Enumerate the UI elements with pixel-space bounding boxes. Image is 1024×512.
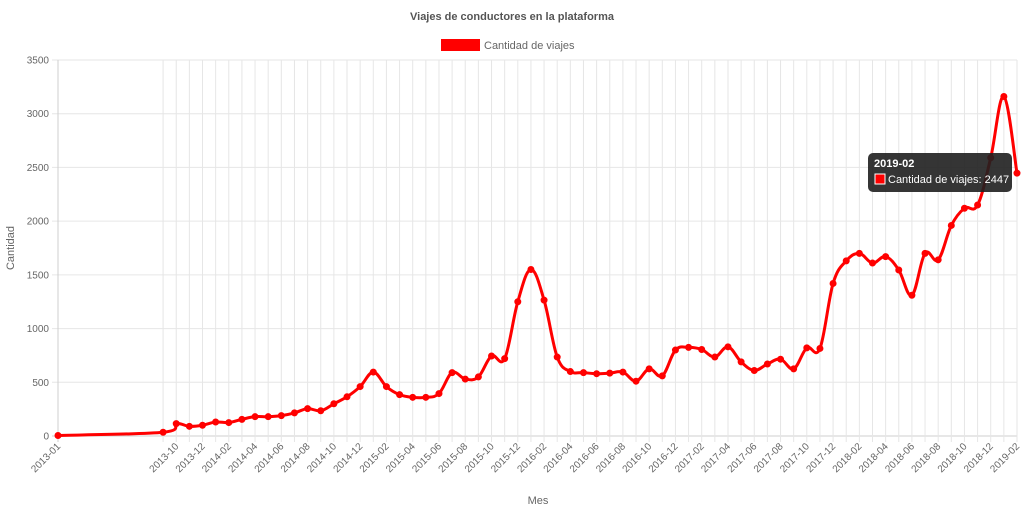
x-axis-title: Mes bbox=[528, 495, 549, 507]
data-points bbox=[54, 93, 1021, 439]
data-point[interactable] bbox=[264, 413, 272, 421]
data-point[interactable] bbox=[356, 383, 364, 391]
data-point[interactable] bbox=[750, 366, 758, 374]
data-point[interactable] bbox=[448, 369, 456, 377]
data-point[interactable] bbox=[317, 407, 325, 415]
data-point[interactable] bbox=[290, 409, 298, 417]
data-point[interactable] bbox=[488, 352, 496, 360]
tooltip-label: Cantidad de viajes: 2447 bbox=[888, 174, 1009, 186]
tooltip: 2019-02 Cantidad de viajes: 2447 bbox=[868, 153, 1012, 192]
y-tick-label: 2500 bbox=[27, 163, 50, 174]
data-point[interactable] bbox=[330, 400, 338, 408]
y-tick-label: 1000 bbox=[27, 324, 50, 335]
data-point[interactable] bbox=[422, 393, 430, 401]
chart-title: Viajes de conductores en la plataforma bbox=[410, 11, 615, 23]
y-tick-label: 500 bbox=[32, 378, 49, 389]
data-point[interactable] bbox=[763, 360, 771, 368]
data-point[interactable] bbox=[829, 279, 837, 287]
data-point[interactable] bbox=[435, 390, 443, 398]
x-tick-label: 2019-02 bbox=[988, 441, 1022, 475]
data-point[interactable] bbox=[409, 393, 417, 401]
data-point[interactable] bbox=[461, 375, 469, 383]
data-point[interactable] bbox=[645, 365, 653, 373]
y-tick-label: 0 bbox=[43, 432, 49, 443]
data-point[interactable] bbox=[619, 368, 627, 376]
y-tick-label: 1500 bbox=[27, 270, 50, 281]
tooltip-swatch bbox=[874, 173, 886, 185]
legend-label: Cantidad de viajes bbox=[484, 40, 575, 52]
data-point[interactable] bbox=[1013, 169, 1021, 177]
tooltip-title: 2019-02 bbox=[874, 158, 914, 170]
data-point[interactable] bbox=[579, 369, 587, 377]
data-point[interactable] bbox=[947, 221, 955, 229]
data-point[interactable] bbox=[382, 383, 390, 391]
data-point[interactable] bbox=[54, 431, 62, 439]
data-point[interactable] bbox=[842, 257, 850, 265]
data-point[interactable] bbox=[724, 343, 732, 351]
data-point[interactable] bbox=[212, 418, 220, 426]
data-point[interactable] bbox=[566, 368, 574, 376]
data-point[interactable] bbox=[921, 249, 929, 257]
x-axis-ticks: 2013-01 2013-102013-122014-022014-042014-… bbox=[29, 441, 1022, 475]
data-point[interactable] bbox=[369, 368, 377, 376]
data-point[interactable] bbox=[960, 204, 968, 212]
data-point[interactable] bbox=[855, 249, 863, 257]
y-tick-label: 3500 bbox=[27, 56, 50, 67]
data-point[interactable] bbox=[396, 391, 404, 399]
x-tick-label: 2013-01 bbox=[29, 441, 63, 475]
data-point[interactable] bbox=[882, 253, 890, 261]
data-point[interactable] bbox=[632, 377, 640, 385]
legend[interactable]: Cantidad de viajes bbox=[441, 39, 575, 52]
data-point[interactable] bbox=[685, 343, 693, 351]
data-point[interactable] bbox=[974, 201, 982, 209]
grid-layer bbox=[52, 59, 1018, 442]
data-point[interactable] bbox=[737, 358, 745, 366]
data-point[interactable] bbox=[553, 353, 561, 361]
data-point[interactable] bbox=[934, 256, 942, 264]
data-point[interactable] bbox=[225, 419, 233, 427]
data-point[interactable] bbox=[251, 413, 259, 421]
data-point[interactable] bbox=[593, 370, 601, 378]
data-point[interactable] bbox=[658, 372, 666, 380]
data-point[interactable] bbox=[868, 259, 876, 267]
data-point[interactable] bbox=[777, 355, 785, 363]
data-point[interactable] bbox=[514, 298, 522, 306]
data-point[interactable] bbox=[501, 355, 509, 363]
data-point[interactable] bbox=[671, 346, 679, 354]
data-point[interactable] bbox=[698, 346, 706, 354]
data-point[interactable] bbox=[172, 420, 180, 428]
data-point[interactable] bbox=[199, 421, 207, 429]
data-point[interactable] bbox=[277, 412, 285, 420]
data-point[interactable] bbox=[185, 422, 193, 430]
data-point[interactable] bbox=[606, 369, 614, 377]
legend-swatch bbox=[441, 39, 480, 51]
data-point[interactable] bbox=[304, 405, 312, 413]
data-point[interactable] bbox=[816, 344, 824, 352]
y-axis-ticks: 0 500 1000 1500 2000 2500 3000 3500 bbox=[27, 56, 50, 443]
data-point[interactable] bbox=[1000, 93, 1008, 101]
data-point[interactable] bbox=[343, 393, 351, 401]
tooltip-box bbox=[868, 153, 1012, 192]
y-axis-title: Cantidad bbox=[5, 226, 17, 270]
data-point[interactable] bbox=[895, 266, 903, 274]
data-point[interactable] bbox=[790, 365, 798, 373]
data-point[interactable] bbox=[908, 291, 916, 299]
data-point[interactable] bbox=[711, 353, 719, 361]
data-point[interactable] bbox=[159, 428, 167, 436]
data-point[interactable] bbox=[803, 344, 811, 352]
data-point[interactable] bbox=[527, 265, 535, 273]
data-point[interactable] bbox=[238, 415, 246, 423]
data-point[interactable] bbox=[540, 296, 548, 304]
data-point[interactable] bbox=[474, 373, 482, 381]
y-tick-label: 2000 bbox=[27, 217, 50, 228]
y-tick-label: 3000 bbox=[27, 109, 50, 120]
